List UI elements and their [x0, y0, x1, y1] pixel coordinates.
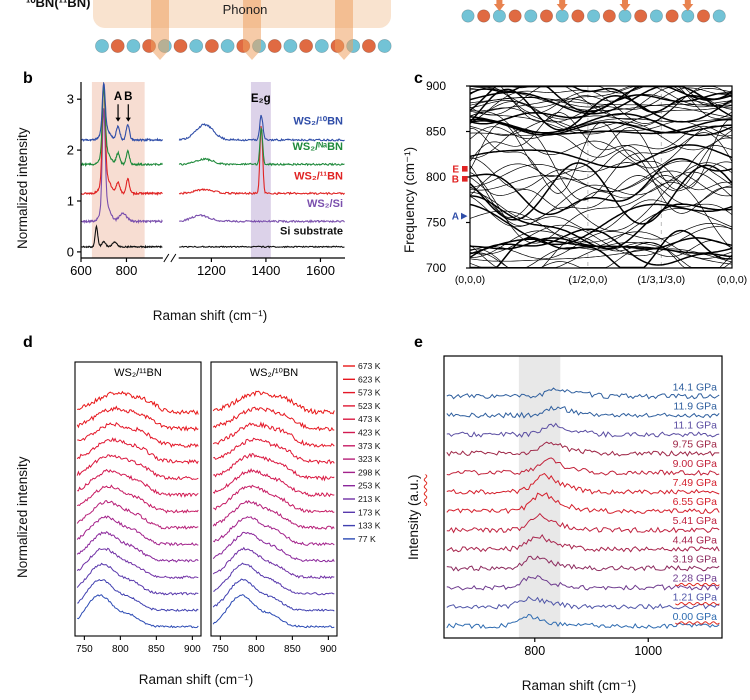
- panel-b-ylabel: Normalized intensity: [15, 127, 30, 249]
- panel-b-letter: b: [23, 70, 33, 87]
- svg-text:423 K: 423 K: [358, 428, 381, 438]
- svg-text:900: 900: [184, 644, 201, 655]
- svg-text:11.1 GPa: 11.1 GPa: [673, 420, 717, 432]
- svg-text:77 K: 77 K: [358, 534, 376, 544]
- svg-text:3: 3: [67, 92, 74, 107]
- svg-text:750: 750: [212, 644, 229, 655]
- svg-text:9.00 GPa: 9.00 GPa: [673, 458, 718, 470]
- svg-text:3.19 GPa: 3.19 GPa: [673, 553, 718, 565]
- panel-d-ylabel: Normalized intensity: [15, 456, 30, 578]
- svg-text:373 K: 373 K: [358, 441, 381, 451]
- svg-text:900: 900: [320, 644, 337, 655]
- svg-text:323 K: 323 K: [358, 454, 381, 464]
- svg-text:133 K: 133 K: [358, 521, 381, 531]
- svg-text:6.55 GPa: 6.55 GPa: [673, 496, 718, 508]
- svg-text:(0,0,0): (0,0,0): [717, 274, 747, 286]
- svg-text:(1/3,1/3,0): (1/3,1/3,0): [637, 274, 685, 286]
- svg-text:9.75 GPa: 9.75 GPa: [673, 439, 718, 451]
- panel-d-temperature-spectra: d Normalized intensity WS₂/¹¹BN 750 800 850…: [15, 332, 415, 700]
- panel-e-ylabel-units: (a.u.): [406, 474, 421, 506]
- panel-a-structure: ¹⁰BN(¹¹BN) Phonon: [0, 0, 750, 64]
- svg-text:WS₂/ᴺᵃBN: WS₂/ᴺᵃBN: [293, 141, 344, 153]
- svg-text:2.28 GPa: 2.28 GPa: [673, 573, 718, 585]
- svg-text:800: 800: [116, 263, 138, 278]
- panel-e-xlabel: Raman shift (cm⁻¹): [521, 678, 637, 693]
- svg-text:623 K: 623 K: [358, 374, 381, 384]
- svg-text:WS₂/¹¹BN: WS₂/¹¹BN: [294, 171, 343, 183]
- panel-e-letter: e: [414, 334, 423, 351]
- svg-text:473 K: 473 K: [358, 414, 381, 424]
- svg-text:WS₂/Si: WS₂/Si: [307, 198, 343, 210]
- svg-text:B: B: [124, 91, 132, 103]
- svg-text:800: 800: [112, 644, 129, 655]
- svg-text:800: 800: [524, 644, 545, 658]
- panel-d-letter: d: [23, 334, 33, 351]
- panel-d-plot: WS₂/¹¹BN 750 800 850 900 WS₂/¹⁰BN 750 800 850 900…: [74, 361, 381, 655]
- svg-text:900: 900: [426, 79, 446, 93]
- panel-c-letter: c: [414, 70, 423, 87]
- svg-text:7.49 GPa: 7.49 GPa: [673, 477, 718, 489]
- phonon-label: Phonon: [222, 2, 268, 17]
- svg-text:800: 800: [426, 170, 446, 184]
- svg-text:2: 2: [67, 143, 74, 158]
- svg-text:750: 750: [426, 216, 446, 230]
- svg-text:4.44 GPa: 4.44 GPa: [673, 534, 718, 546]
- svg-text:1.21 GPa: 1.21 GPa: [673, 592, 718, 604]
- panel-b-raman-spectra: b Normalized intensity 0 1 2 3 600 800 1200 140…: [15, 70, 390, 328]
- svg-text:523 K: 523 K: [358, 401, 381, 411]
- svg-text:673 K: 673 K: [358, 361, 381, 371]
- svg-text:1200: 1200: [197, 263, 226, 278]
- svg-text:(0,0,0): (0,0,0): [455, 274, 485, 286]
- svg-text:1000: 1000: [634, 644, 662, 658]
- svg-text:E₂g: E₂g: [251, 93, 271, 105]
- svg-text:0.00 GPa: 0.00 GPa: [673, 611, 718, 623]
- isotope-label: ¹⁰BN(¹¹BN): [26, 0, 91, 10]
- svg-text:173 K: 173 K: [358, 507, 381, 517]
- panel-b-xlabel: Raman shift (cm⁻¹): [152, 308, 268, 323]
- svg-text:Si substrate: Si substrate: [280, 226, 343, 238]
- panel-e-ylabel: Intensity (a.u.): [406, 422, 421, 612]
- svg-text:E: E: [452, 164, 459, 175]
- svg-text:298 K: 298 K: [358, 467, 381, 477]
- svg-text:850: 850: [284, 644, 301, 655]
- svg-text:1400: 1400: [251, 263, 280, 278]
- svg-text:(1/2,0,0): (1/2,0,0): [568, 274, 607, 286]
- svg-text:0: 0: [67, 244, 74, 259]
- svg-text:850: 850: [148, 644, 165, 655]
- svg-text:850: 850: [426, 125, 446, 139]
- svg-text:14.1 GPa: 14.1 GPa: [673, 381, 718, 393]
- svg-text:B: B: [452, 174, 459, 185]
- svg-text:11.9 GPa: 11.9 GPa: [673, 400, 717, 412]
- svg-text:A: A: [452, 212, 459, 223]
- svg-text:5.41 GPa: 5.41 GPa: [673, 515, 718, 527]
- panel-c-plot: 700 750 800 850 900 (0,0,0) (1/2,0,0) (1/3,1/3,…: [426, 79, 747, 286]
- svg-text:600: 600: [70, 263, 92, 278]
- svg-text:213 K: 213 K: [358, 494, 381, 504]
- panel-b-plot: 0 1 2 3 600 800 1200 1400 1600 WS₂/¹⁰BN WS₂/ᴺᵃBN WS…: [67, 82, 345, 278]
- svg-text:573 K: 573 K: [358, 388, 381, 398]
- svg-text:WS₂/¹⁰BN: WS₂/¹⁰BN: [250, 367, 298, 379]
- crystal-structure-graphic: [93, 0, 726, 60]
- svg-text:750: 750: [76, 644, 93, 655]
- svg-text:A: A: [114, 91, 122, 103]
- panel-c-phonon-dispersion: c Frequency (cm⁻¹) 700 750 800 850 900 (0,0,0…: [398, 70, 750, 328]
- panel-e-pressure-spectra: e Intensity (a.u.) 14.1 GPa 11.9 GPa 11.1 …: [398, 332, 750, 700]
- svg-text:1600: 1600: [306, 263, 335, 278]
- panel-e-plot: 14.1 GPa 11.9 GPa 11.1 GPa 9.75 GPa 9.00 GPa…: [443, 355, 723, 658]
- panel-c-ylabel: Frequency (cm⁻¹): [402, 146, 417, 254]
- panel-e-ylabel-main: Intensity: [406, 509, 421, 560]
- panel-d-xlabel: Raman shift (cm⁻¹): [138, 672, 254, 687]
- svg-text:WS₂/¹¹BN: WS₂/¹¹BN: [114, 367, 162, 379]
- svg-text:800: 800: [248, 644, 265, 655]
- svg-text:WS₂/¹⁰BN: WS₂/¹⁰BN: [293, 116, 343, 128]
- svg-text:700: 700: [426, 261, 446, 275]
- svg-text:253 K: 253 K: [358, 481, 381, 491]
- svg-text:1: 1: [67, 193, 74, 208]
